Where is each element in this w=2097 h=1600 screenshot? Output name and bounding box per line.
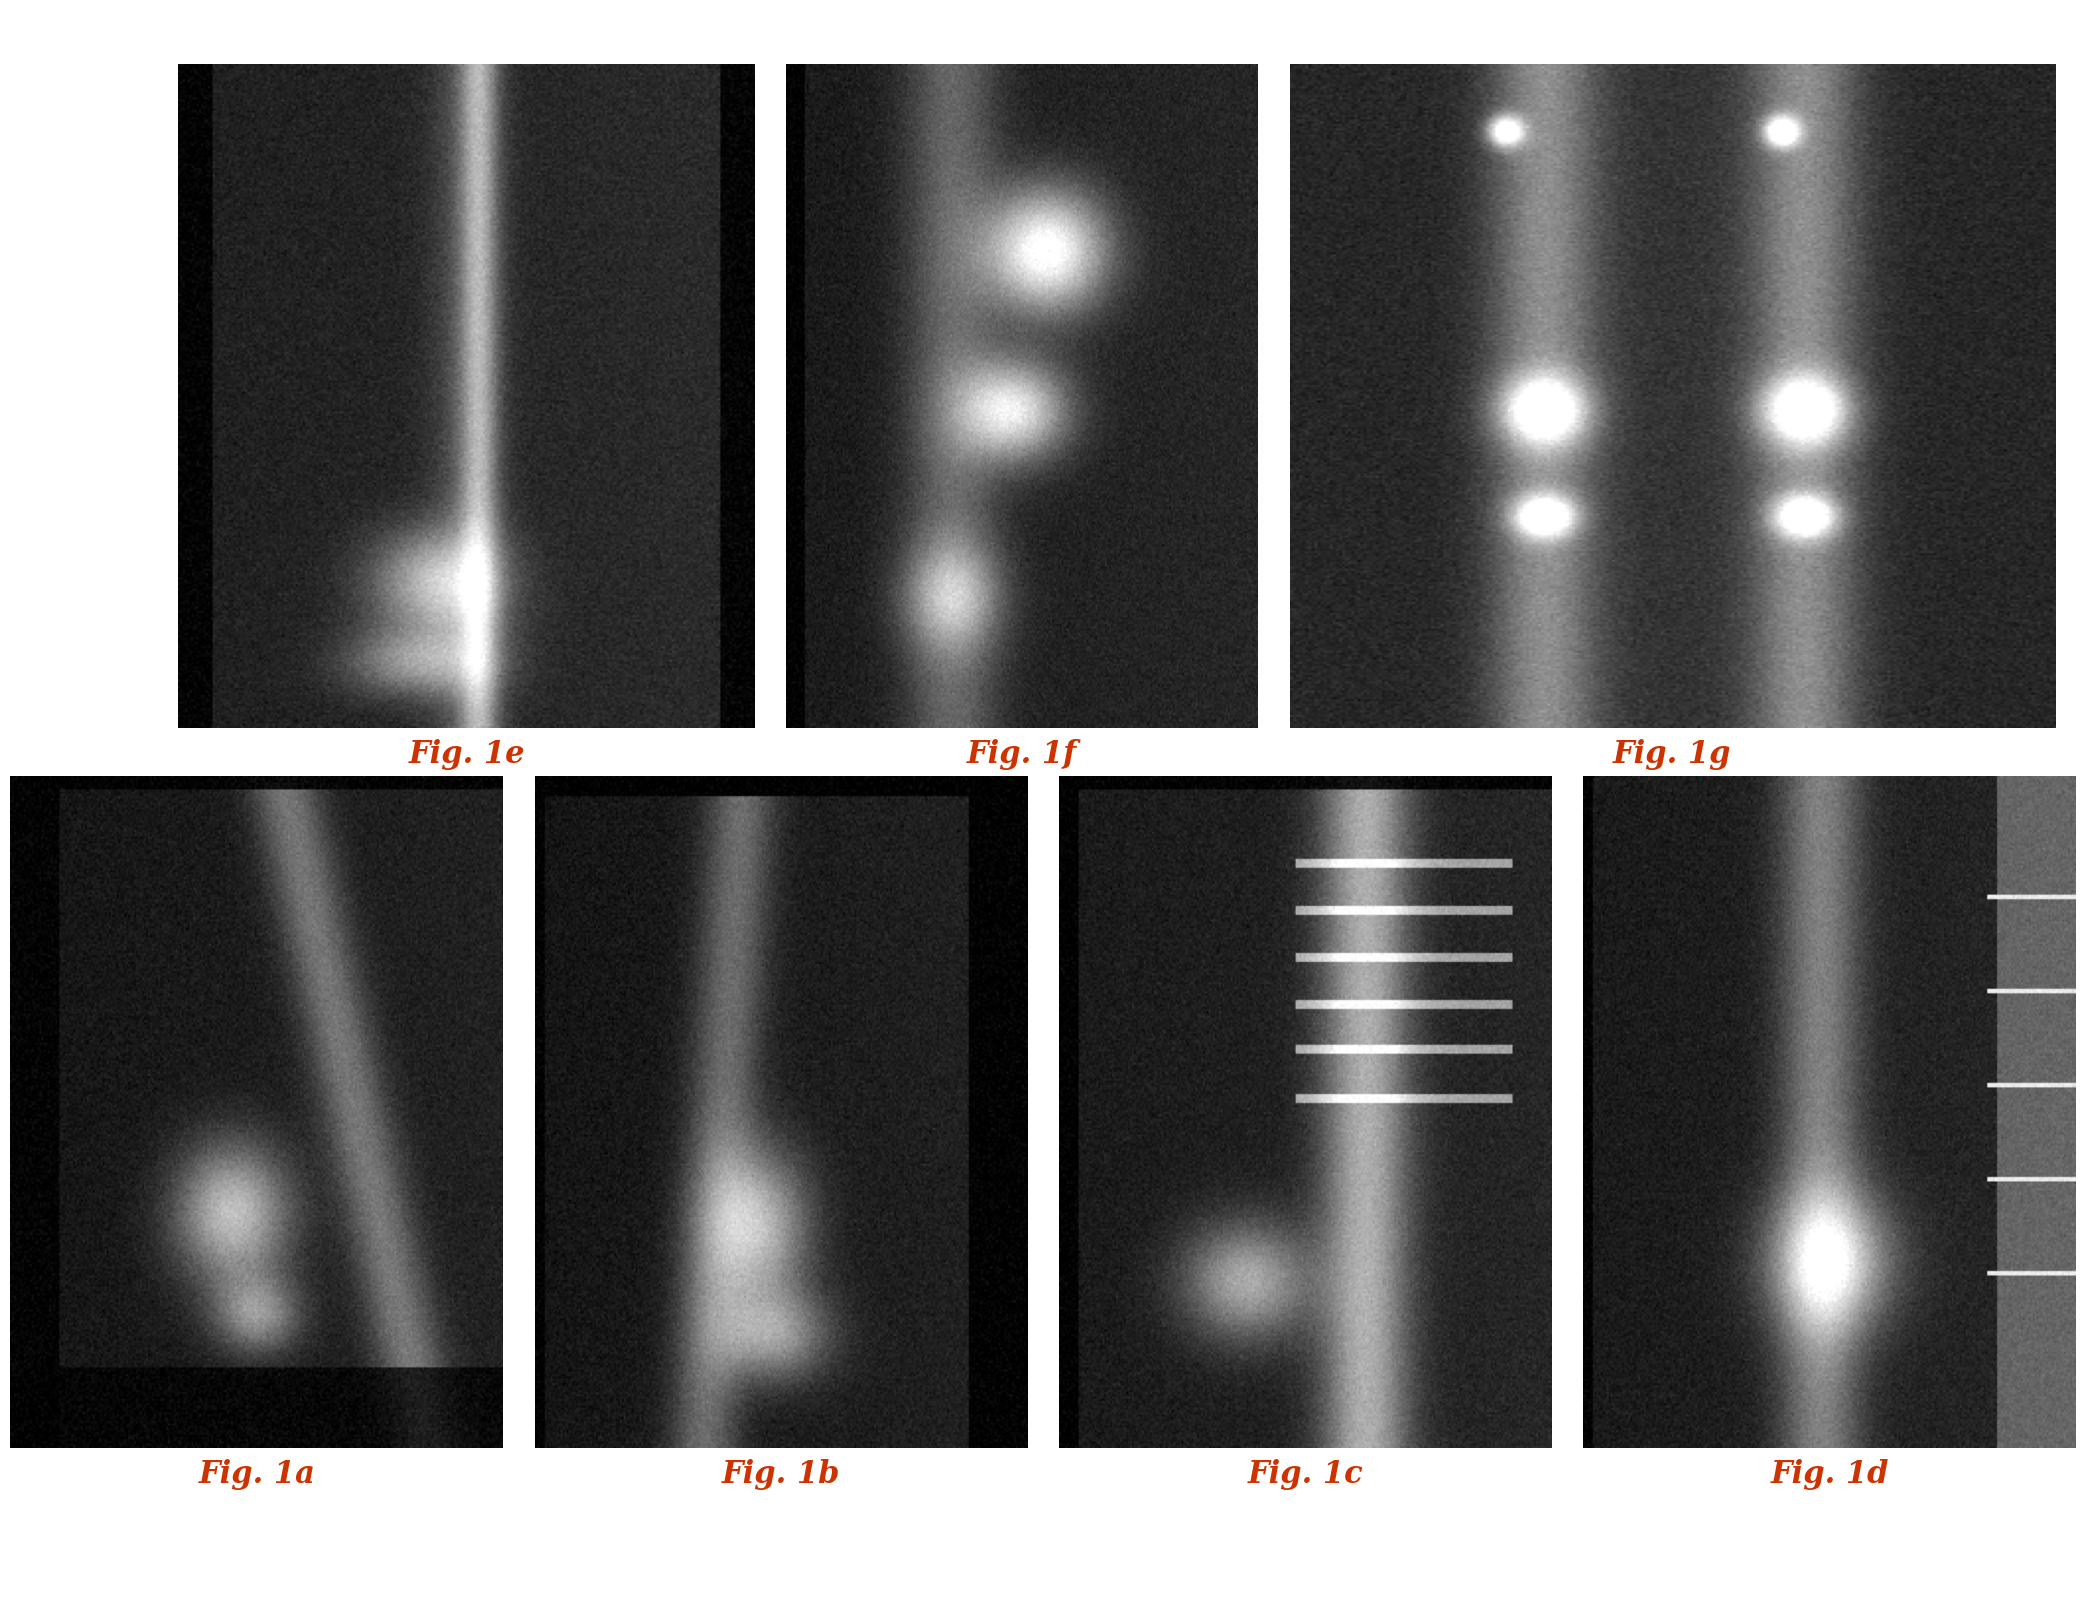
Text: Fig. 1b: Fig. 1b [721,1459,841,1490]
Text: Fig. 1d: Fig. 1d [1770,1459,1889,1490]
Text: Fig. 1e: Fig. 1e [409,739,524,770]
Text: Fig. 1c: Fig. 1c [1248,1459,1363,1490]
Text: Fig. 1f: Fig. 1f [967,739,1078,770]
Text: Fig. 1g: Fig. 1g [1613,739,1732,770]
Text: Fig. 1a: Fig. 1a [199,1459,315,1490]
